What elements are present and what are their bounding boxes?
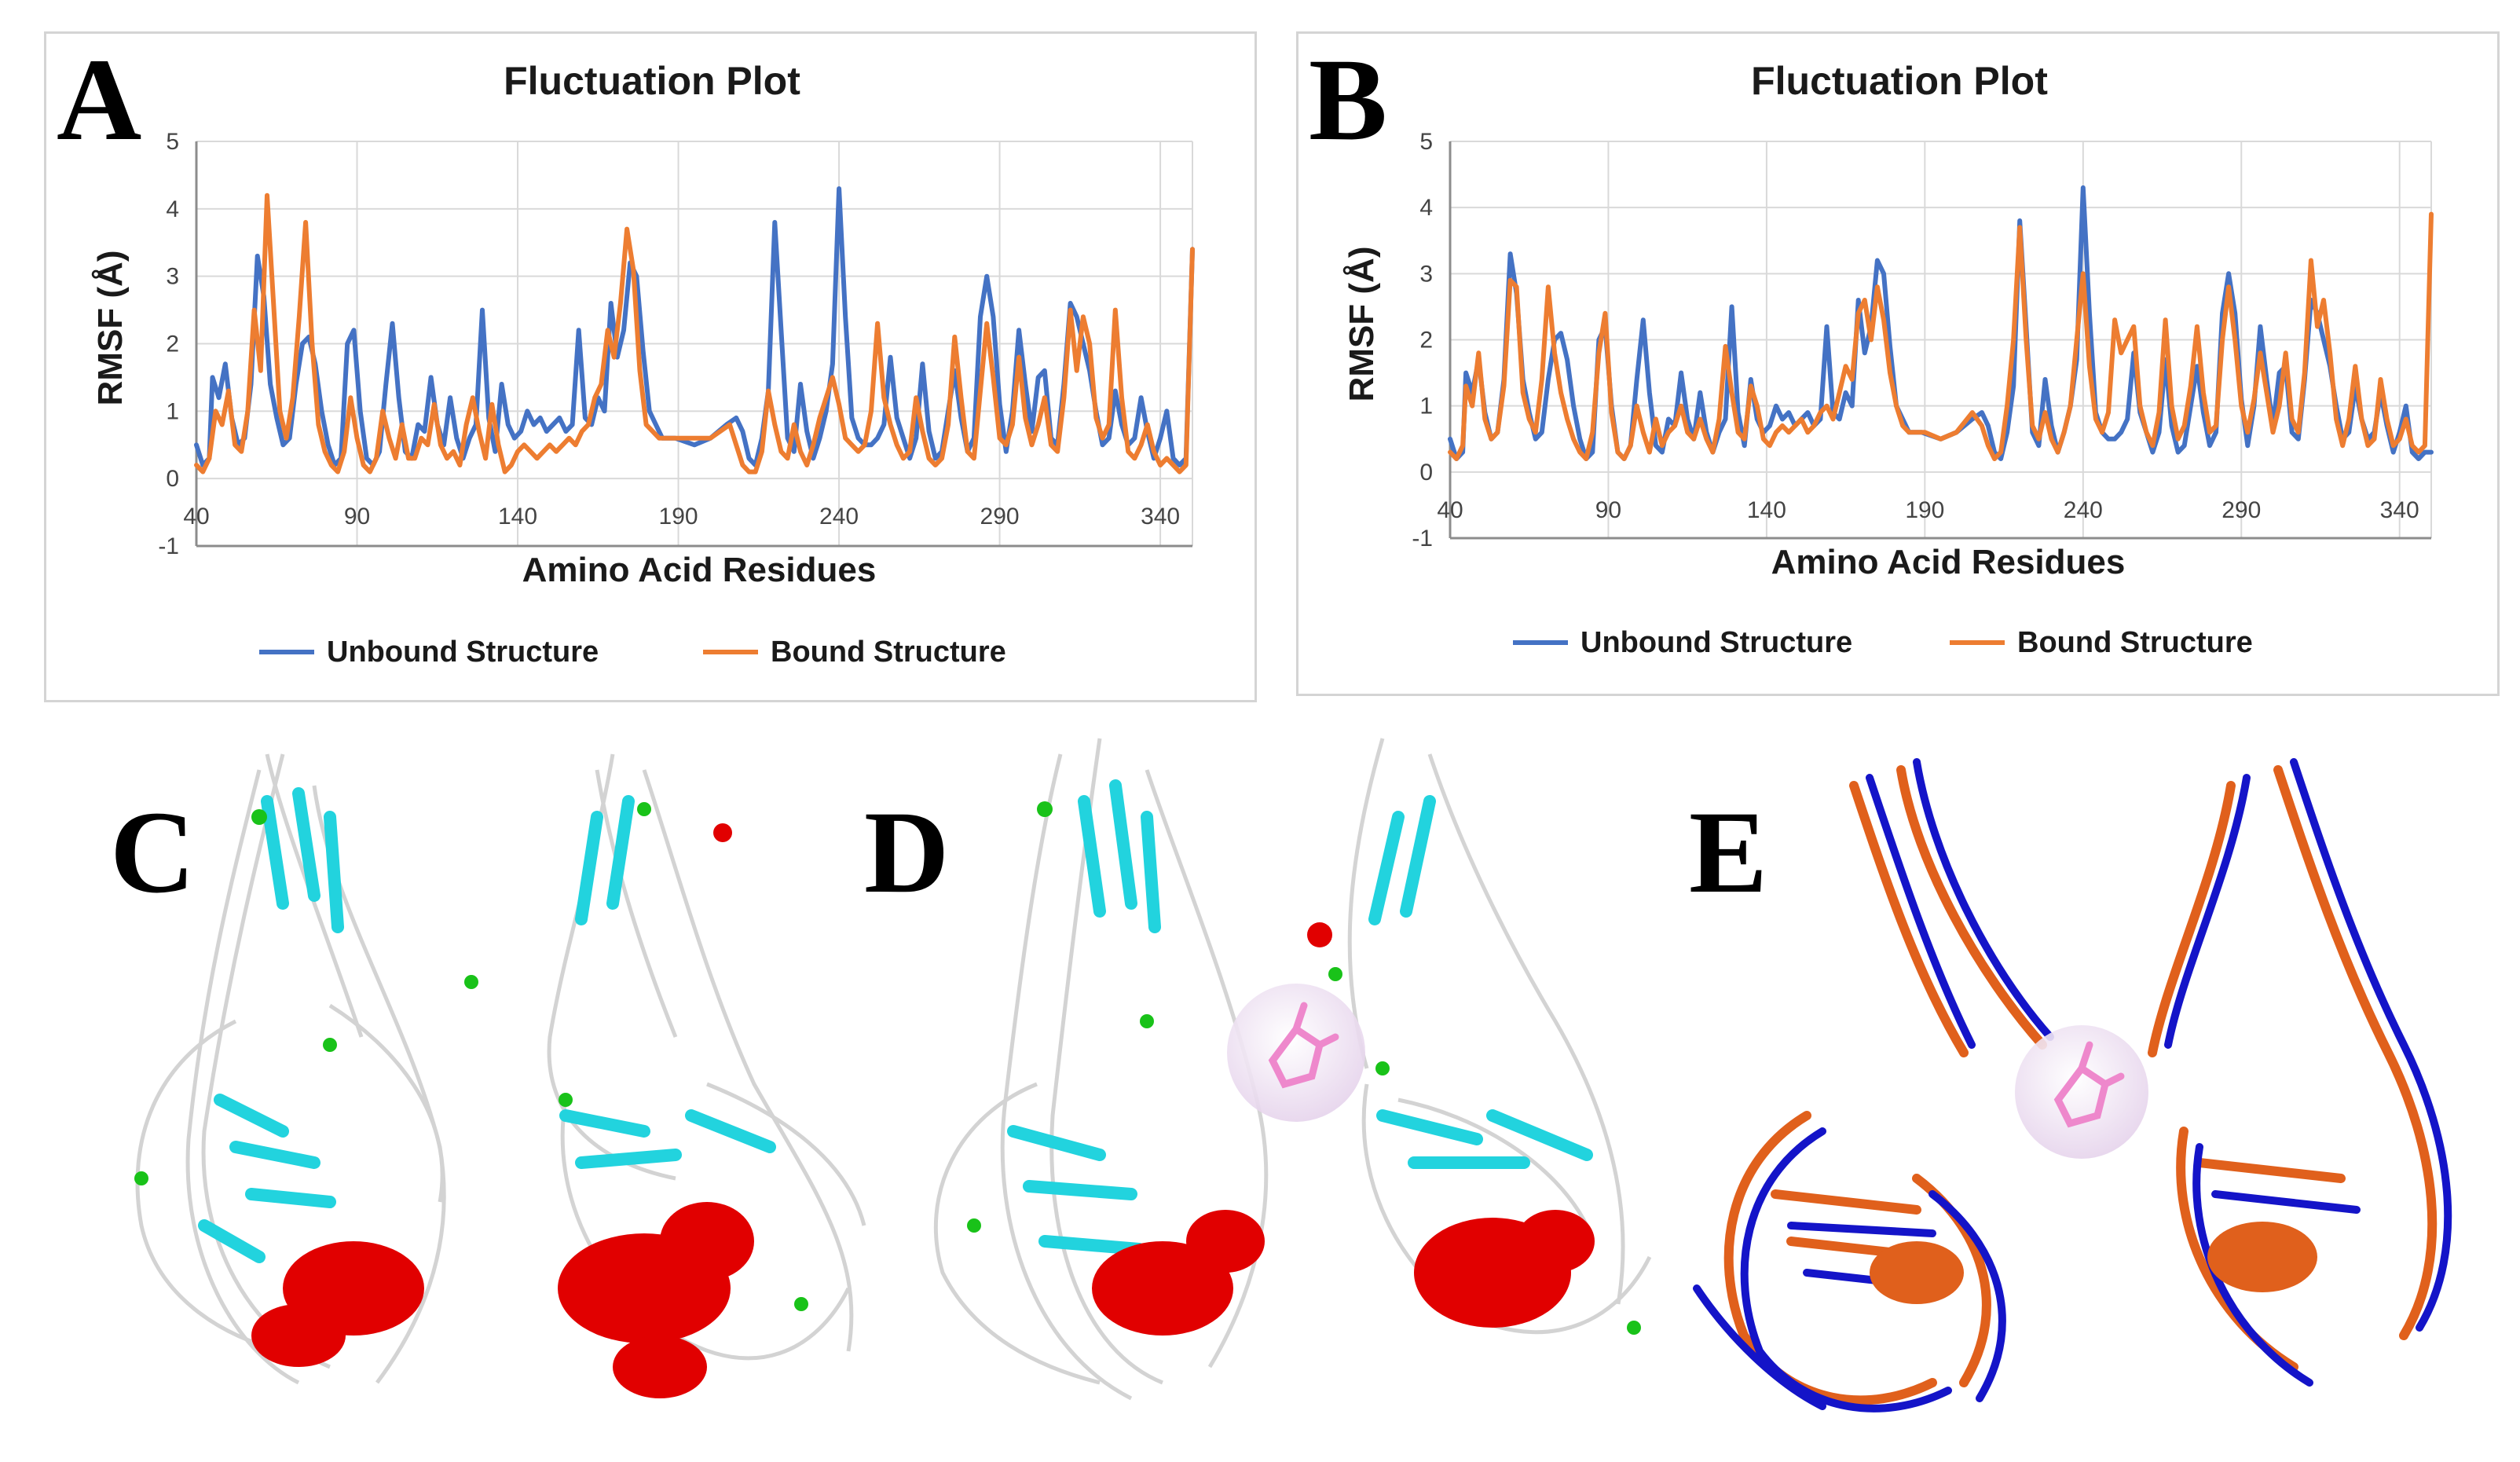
ligand-d <box>1227 984 1365 1122</box>
beta-sheets-d <box>1007 779 1593 1255</box>
y-tick-label-0: 0 <box>1419 460 1433 486</box>
y-tick-label-1: 1 <box>1419 394 1433 420</box>
x-tick-label-190: 190 <box>659 504 698 529</box>
structure-panel-c <box>134 753 866 1398</box>
chart-panel-a <box>44 31 1257 702</box>
overlay-orange-e <box>1723 765 2438 1405</box>
series-line-bound-structure <box>1448 211 2434 461</box>
y-tick-label-2: 2 <box>1419 328 1433 354</box>
helices-c <box>251 823 754 1398</box>
overlay-helices-e <box>1870 1222 2317 1304</box>
y-tick-label-2: 2 <box>166 332 179 357</box>
chart-title: Fluctuation Plot <box>504 59 800 103</box>
legend-label-unbound-structure: Unbound Structure <box>1580 626 1852 659</box>
y-tick-label-4: 4 <box>166 196 179 222</box>
x-tick-label-340: 340 <box>1141 504 1180 529</box>
x-axis-label: Amino Acid Residues <box>1771 543 2126 581</box>
x-tick-label-90: 90 <box>1595 497 1621 523</box>
x-tick-label-290: 290 <box>980 504 1020 529</box>
legend-label-unbound-structure: Unbound Structure <box>327 636 599 669</box>
y-tick-label--1: -1 <box>1412 526 1433 551</box>
ligand-e <box>2015 1025 2148 1159</box>
series-line-bound-structure <box>194 192 1195 475</box>
turns-d <box>967 801 1641 1335</box>
chart-a: -1 0 1 2 3 4 5 40 90 140 190 240 290 340 Fluctuation P… <box>91 59 1195 669</box>
legend-label-bound-structure: Bound Structure <box>771 636 1006 669</box>
y-tick-label--1: -1 <box>158 533 179 559</box>
y-tick-label-0: 0 <box>166 466 179 492</box>
ensemble-loops-c <box>135 753 866 1385</box>
x-tick-label-190: 190 <box>1905 497 1944 523</box>
x-tick-label-290: 290 <box>2221 497 2261 523</box>
x-tick-label-240: 240 <box>819 504 859 529</box>
y-tick-label-1: 1 <box>166 398 179 424</box>
x-tick-label-90: 90 <box>344 504 370 529</box>
chart-b: -1 0 1 2 3 4 5 40 90 140 190 240 290 340 Fluctuation P… <box>1342 59 2434 659</box>
y-tick-label-3: 3 <box>1419 261 1433 287</box>
helices-d <box>1092 922 1595 1336</box>
structure-panel-d <box>934 738 1652 1401</box>
y-tick-label-4: 4 <box>1419 195 1433 221</box>
panel-letter-d: D <box>864 787 950 918</box>
panel-letter-c: C <box>110 787 196 918</box>
y-tick-label-5: 5 <box>1419 129 1433 155</box>
x-tick-label-40: 40 <box>183 504 209 529</box>
panel-letter-a: A <box>57 35 142 165</box>
y-axis-label: RMSF (Å) <box>1342 247 1381 402</box>
turns-c <box>134 802 808 1311</box>
structure-panel-e <box>1693 758 2452 1413</box>
x-tick-label-140: 140 <box>498 504 537 529</box>
beta-sheets-c <box>198 787 776 1263</box>
panel-letter-e: E <box>1689 787 1768 918</box>
chart-title: Fluctuation Plot <box>1751 59 2048 103</box>
legend-label-bound-structure: Bound Structure <box>2017 626 2253 659</box>
x-tick-label-40: 40 <box>1437 497 1463 523</box>
y-tick-label-3: 3 <box>166 264 179 290</box>
x-tick-label-240: 240 <box>2064 497 2103 523</box>
y-tick-label-5: 5 <box>166 129 179 155</box>
y-axis-label: RMSF (Å) <box>91 251 130 406</box>
panel-letter-b: B <box>1309 35 1388 165</box>
x-axis-label: Amino Acid Residues <box>522 551 877 589</box>
x-tick-label-140: 140 <box>1747 497 1786 523</box>
x-tick-label-340: 340 <box>2380 497 2419 523</box>
series-line-unbound-structure <box>194 186 1195 467</box>
